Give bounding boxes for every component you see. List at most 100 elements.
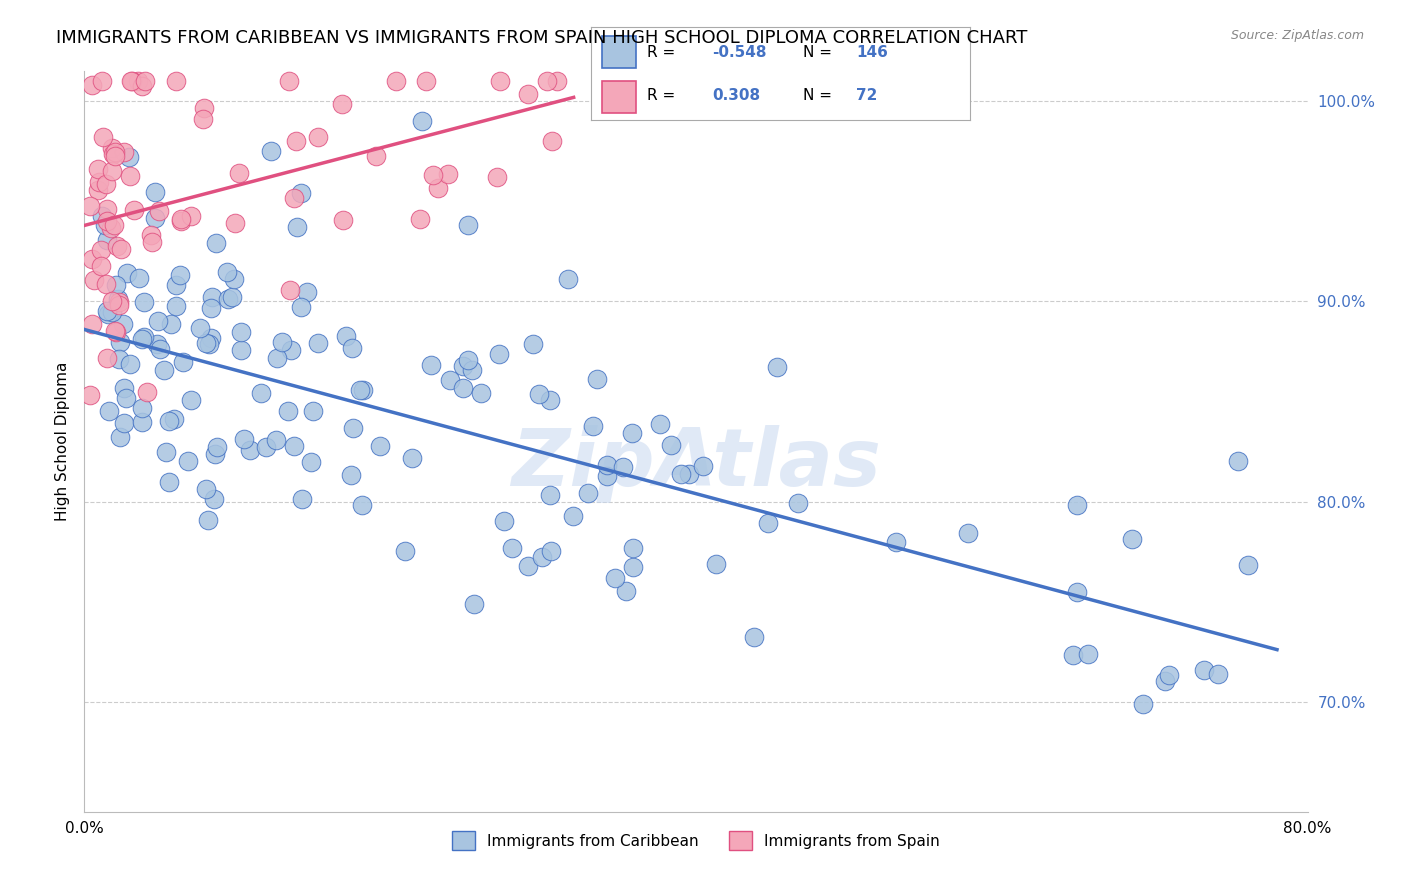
- Point: [678, 467, 700, 481]
- Point: [1157, 668, 1180, 682]
- Point: [83, 272, 105, 286]
- Point: [110, 334, 132, 349]
- Point: [659, 437, 682, 451]
- Point: [163, 412, 186, 426]
- Point: [96, 213, 118, 227]
- Point: [215, 265, 238, 279]
- Point: [80, 78, 103, 93]
- Point: [103, 218, 125, 232]
- Point: [671, 467, 693, 481]
- Point: [538, 488, 561, 502]
- Point: [692, 458, 714, 473]
- Point: [260, 144, 283, 158]
- Point: [200, 301, 222, 316]
- Point: [527, 386, 550, 401]
- Point: [233, 432, 256, 446]
- Point: [145, 211, 167, 226]
- Text: ZipAtlas: ZipAtlas: [510, 425, 882, 503]
- Point: [277, 404, 299, 418]
- Point: [195, 483, 218, 497]
- Point: [170, 213, 193, 227]
- Point: [101, 305, 124, 319]
- Point: [264, 434, 287, 448]
- Point: [290, 300, 312, 314]
- Point: [131, 78, 153, 93]
- Point: [104, 324, 127, 338]
- Point: [90, 243, 112, 257]
- Point: [104, 325, 127, 339]
- Point: [1066, 585, 1088, 599]
- Point: [291, 491, 314, 506]
- Point: [756, 516, 779, 530]
- Point: [488, 347, 510, 361]
- Point: [108, 298, 131, 312]
- Point: [222, 271, 245, 285]
- Text: IMMIGRANTS FROM CARIBBEAN VS IMMIGRANTS FROM SPAIN HIGH SCHOOL DIPLOMA CORRELATI: IMMIGRANTS FROM CARIBBEAN VS IMMIGRANTS …: [56, 29, 1028, 46]
- Point: [1121, 532, 1143, 546]
- Point: [340, 468, 363, 483]
- Point: [80, 318, 103, 332]
- Point: [86, 162, 108, 177]
- Point: [112, 417, 135, 431]
- Point: [249, 386, 271, 401]
- Point: [118, 169, 141, 183]
- Point: [104, 145, 127, 160]
- Point: [94, 177, 117, 191]
- Point: [134, 74, 156, 88]
- Point: [271, 334, 294, 349]
- Point: [284, 134, 307, 148]
- Point: [101, 146, 124, 161]
- Point: [118, 150, 141, 164]
- Point: [350, 498, 373, 512]
- Point: [531, 549, 554, 564]
- Point: [485, 169, 508, 184]
- Point: [204, 447, 226, 461]
- Text: N =: N =: [803, 45, 832, 60]
- Point: [522, 336, 544, 351]
- Point: [104, 278, 127, 293]
- Point: [146, 313, 169, 327]
- Point: [200, 331, 222, 345]
- Point: [1154, 673, 1177, 688]
- Point: [114, 381, 136, 395]
- Point: [157, 414, 180, 428]
- Point: [172, 355, 194, 369]
- Point: [96, 277, 118, 292]
- Point: [342, 421, 364, 435]
- Point: [648, 417, 671, 431]
- Point: [546, 74, 568, 88]
- Point: [290, 186, 312, 200]
- Point: [1062, 648, 1084, 662]
- Point: [596, 458, 619, 472]
- Point: [141, 228, 163, 243]
- Point: [439, 373, 461, 387]
- FancyBboxPatch shape: [602, 36, 636, 68]
- Point: [453, 359, 475, 373]
- Point: [957, 525, 980, 540]
- Point: [146, 337, 169, 351]
- Point: [114, 391, 136, 405]
- Point: [105, 238, 128, 252]
- Point: [110, 430, 132, 444]
- Point: [239, 443, 262, 458]
- Point: [132, 330, 155, 344]
- Point: [188, 321, 211, 335]
- Point: [177, 454, 200, 468]
- Point: [104, 149, 127, 163]
- Point: [98, 404, 121, 418]
- Point: [352, 383, 374, 397]
- Point: [299, 455, 322, 469]
- Point: [91, 210, 114, 224]
- Point: [101, 140, 124, 154]
- Point: [368, 439, 391, 453]
- Point: [621, 559, 644, 574]
- Point: [221, 290, 243, 304]
- Point: [283, 439, 305, 453]
- Point: [1226, 454, 1249, 468]
- Point: [461, 362, 484, 376]
- Point: [193, 101, 215, 115]
- Point: [157, 475, 180, 490]
- Point: [422, 169, 444, 183]
- Point: [127, 74, 149, 88]
- Point: [614, 583, 637, 598]
